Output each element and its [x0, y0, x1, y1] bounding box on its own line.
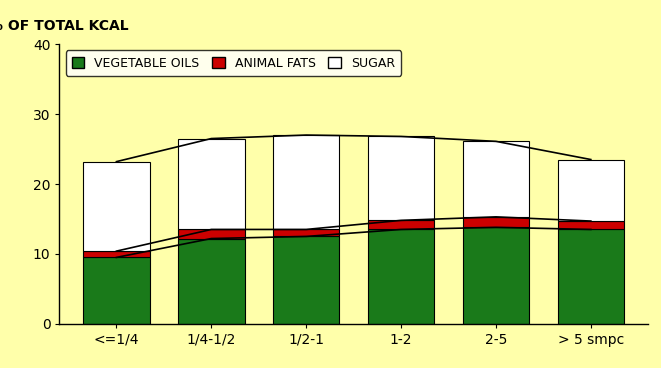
- Bar: [178, 139, 245, 230]
- Bar: [178, 238, 245, 324]
- Bar: [463, 217, 529, 227]
- Bar: [463, 141, 529, 217]
- Bar: [83, 258, 149, 324]
- Bar: [558, 230, 624, 324]
- Bar: [368, 230, 434, 324]
- Bar: [368, 220, 434, 230]
- Bar: [273, 230, 339, 237]
- Bar: [273, 135, 339, 230]
- Bar: [178, 230, 245, 238]
- Bar: [83, 251, 149, 258]
- Legend: VEGETABLE OILS, ANIMAL FATS, SUGAR: VEGETABLE OILS, ANIMAL FATS, SUGAR: [65, 50, 401, 76]
- Text: % OF TOTAL KCAL: % OF TOTAL KCAL: [0, 19, 128, 33]
- Bar: [83, 162, 149, 251]
- Bar: [558, 221, 624, 230]
- Bar: [368, 137, 434, 220]
- Bar: [273, 237, 339, 324]
- Bar: [463, 227, 529, 324]
- Bar: [558, 160, 624, 221]
